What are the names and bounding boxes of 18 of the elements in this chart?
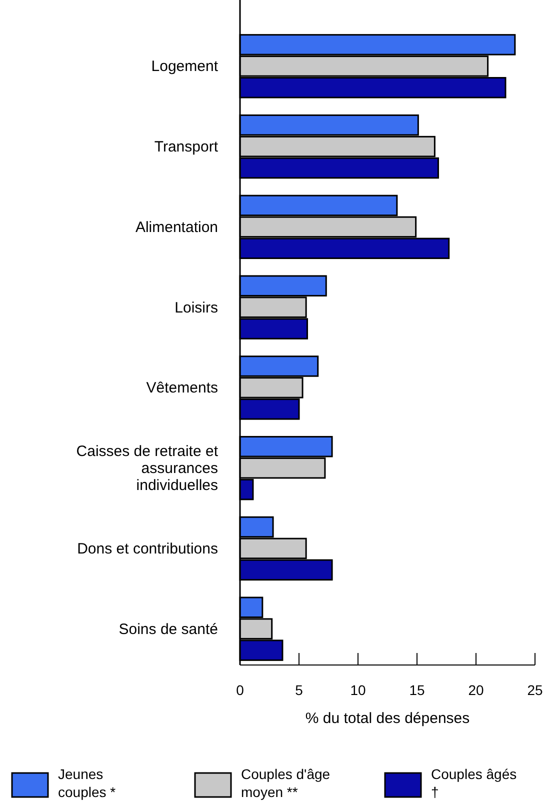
y-tick-label: Loisirs: [174, 299, 218, 316]
x-axis-title: % du total des dépenses: [305, 710, 470, 727]
y-tick-label: Caisses de retraite et assurances individuelles: [76, 443, 219, 494]
x-tick-label: 0: [236, 682, 244, 698]
x-tick-label: 5: [295, 682, 304, 698]
legend-label: Couples d'âge moyen **: [241, 766, 330, 800]
y-tick-label: Dons et contributions: [77, 540, 218, 558]
x-tick-label: 25: [527, 682, 543, 698]
y-tick-label: Vêtements: [146, 380, 218, 397]
legend-label: Couples âgés †: [431, 766, 517, 800]
y-tick-label: Soins de santé: [118, 620, 218, 638]
y-tick-label: Alimentation: [135, 218, 218, 236]
y-tick-label: Transport: [154, 138, 219, 156]
x-tick-label: 10: [350, 682, 366, 698]
y-tick-label: Logement: [151, 58, 219, 76]
x-tick-label: 15: [409, 682, 425, 698]
legend-label: Jeunes couples *: [58, 766, 116, 800]
x-tick-label: 20: [468, 682, 484, 698]
